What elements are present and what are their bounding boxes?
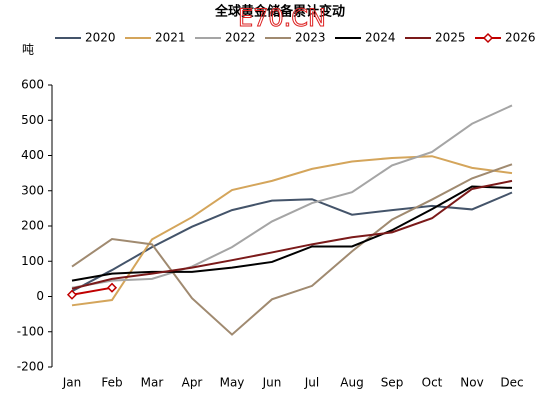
- x-tick-label: Jun: [262, 376, 282, 390]
- y-tick-label: -100: [17, 324, 44, 338]
- series-line: [71, 185, 513, 282]
- y-axis-label: 吨: [22, 43, 34, 57]
- x-tick-label: Apr: [182, 376, 203, 390]
- y-tick-label: 0: [36, 289, 44, 303]
- x-tick-label: Aug: [340, 376, 363, 390]
- chart-title: 全球黄金储备累计变动: [214, 4, 345, 20]
- legend-label: 2024: [365, 31, 396, 45]
- series-line: [71, 286, 113, 296]
- y-tick-label: 100: [21, 254, 44, 268]
- y-tick-label: -200: [17, 360, 44, 374]
- series-line: [71, 104, 513, 289]
- watermark: E70.CN: [238, 4, 326, 32]
- x-tick-label: Jan: [62, 376, 82, 390]
- legend-marker: [482, 32, 494, 44]
- x-tick-label: Nov: [460, 376, 483, 390]
- x-tick-label: May: [220, 376, 245, 390]
- x-tick-label: Sep: [381, 376, 404, 390]
- y-tick-label: 400: [21, 148, 44, 162]
- y-tick-label: 200: [21, 219, 44, 233]
- y-tick-label: 500: [21, 113, 44, 127]
- legend-label: 2023: [295, 31, 326, 45]
- x-tick-label: Dec: [500, 376, 523, 390]
- legend-label: 2022: [225, 31, 256, 45]
- legend-label: 2025: [435, 31, 466, 45]
- legend-label: 2021: [155, 31, 186, 45]
- series-line: [71, 179, 513, 290]
- series-marker: [106, 282, 118, 293]
- legend-label: 2020: [85, 31, 116, 45]
- x-tick-label: Jul: [304, 376, 319, 390]
- x-tick-label: Oct: [422, 376, 443, 390]
- series-line: [71, 163, 513, 336]
- y-tick-label: 600: [21, 78, 44, 92]
- x-tick-label: Mar: [141, 376, 164, 390]
- series-line: [71, 155, 513, 307]
- series-marker: [66, 289, 78, 300]
- x-tick-label: Feb: [101, 376, 122, 390]
- y-tick-label: 300: [21, 183, 44, 197]
- legend-label: 2026: [505, 31, 536, 45]
